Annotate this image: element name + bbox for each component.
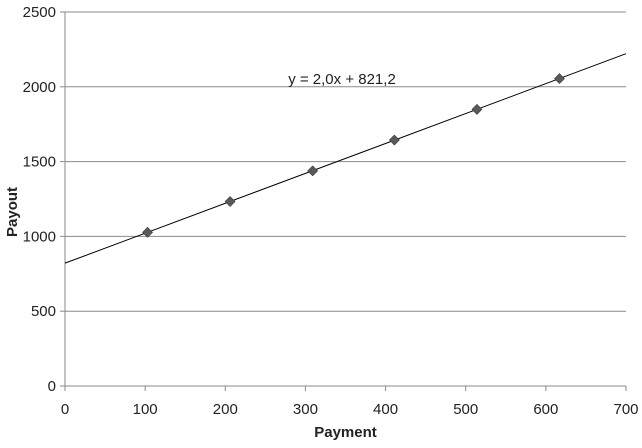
data-point — [471, 103, 483, 115]
y-tick-label-1500: 1500 — [23, 154, 56, 171]
trendline-equation-label: y = 2,0x + 821,2 — [288, 71, 396, 88]
data-point — [554, 73, 565, 84]
data-point — [142, 226, 153, 238]
y-axis-ticks: 0 500 1000 1500 2000 2500 — [23, 4, 65, 395]
x-tick-label-700: 700 — [613, 401, 638, 418]
x-axis-title: Payment — [314, 424, 377, 441]
data-points — [142, 73, 565, 238]
x-tick-label-200: 200 — [213, 401, 238, 418]
trendline — [64, 53, 627, 264]
x-tick-label-600: 600 — [533, 401, 558, 418]
x-tick-label-300: 300 — [293, 401, 318, 418]
y-tick-label-500: 500 — [31, 303, 56, 320]
x-tick-label-0: 0 — [61, 401, 69, 418]
y-tick-label-0: 0 — [48, 378, 56, 395]
x-tick-label-400: 400 — [373, 401, 398, 418]
axes — [64, 12, 626, 387]
x-tick-label-500: 500 — [453, 401, 478, 418]
data-point — [307, 165, 319, 177]
data-point — [388, 134, 400, 146]
trendline-group — [64, 53, 627, 264]
y-tick-label-2500: 2500 — [23, 4, 56, 21]
y-tick-label-1000: 1000 — [23, 228, 56, 245]
x-axis-ticks: 0 100 200 300 400 500 600 700 — [61, 386, 639, 418]
gridlines — [65, 11, 626, 312]
y-tick-label-2000: 2000 — [23, 79, 56, 96]
y-axis-title: Payout — [4, 187, 21, 237]
data-point — [224, 196, 236, 207]
x-tick-label-100: 100 — [133, 401, 158, 418]
